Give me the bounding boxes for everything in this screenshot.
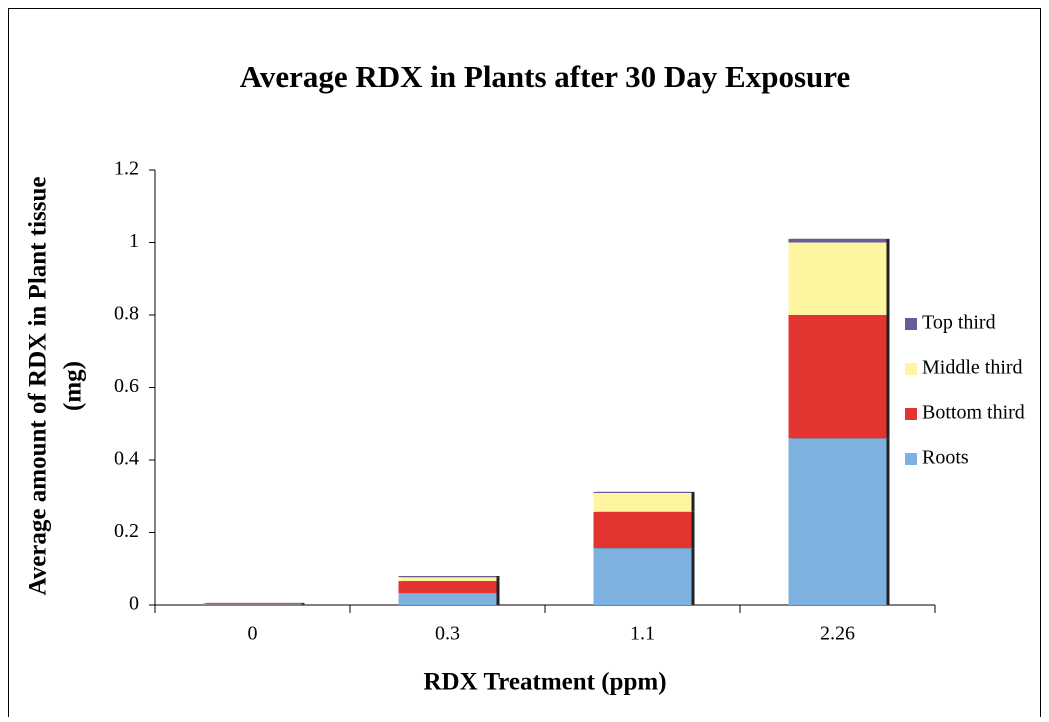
bar-segment bbox=[789, 315, 887, 438]
y-tick-label: 0.8 bbox=[114, 303, 139, 325]
legend-label: Bottom third bbox=[922, 402, 1025, 424]
legend-label: Roots bbox=[922, 447, 969, 469]
bar-segment bbox=[594, 548, 692, 605]
y-tick-label: 1 bbox=[129, 230, 139, 252]
x-tick-label: 2.26 bbox=[820, 623, 855, 645]
x-tick-label: 0.3 bbox=[435, 623, 460, 645]
y-tick-label: 0.2 bbox=[114, 520, 139, 542]
legend-swatch bbox=[905, 363, 917, 375]
legend-swatch bbox=[905, 318, 917, 330]
bar-segment bbox=[399, 576, 497, 577]
legend-label: Middle third bbox=[922, 357, 1023, 379]
x-axis-label: RDX Treatment (ppm) bbox=[423, 669, 666, 696]
y-tick-label: 0.4 bbox=[114, 448, 139, 470]
bar-segment bbox=[204, 604, 302, 605]
bar-segment bbox=[789, 243, 887, 316]
x-tick-label: 0 bbox=[248, 623, 258, 645]
bar-segment bbox=[204, 603, 302, 604]
bar-segment bbox=[399, 577, 497, 581]
chart-title: Average RDX in Plants after 30 Day Expos… bbox=[240, 59, 850, 94]
bar-segment bbox=[594, 493, 692, 512]
bar-segment bbox=[789, 438, 887, 605]
bar-segment bbox=[594, 492, 692, 493]
y-axis-label: (mg) bbox=[60, 361, 87, 411]
bar-segment bbox=[399, 593, 497, 605]
y-tick-label: 1.2 bbox=[114, 158, 139, 180]
y-tick-label: 0 bbox=[129, 593, 139, 615]
x-tick-label: 1.1 bbox=[630, 623, 655, 645]
bar-segment bbox=[789, 239, 887, 243]
legend-swatch bbox=[905, 453, 917, 465]
legend-swatch bbox=[905, 408, 917, 420]
bar-segment bbox=[399, 581, 497, 593]
bar-segment bbox=[594, 512, 692, 548]
y-tick-label: 0.6 bbox=[114, 375, 139, 397]
y-axis-label: Average amount of RDX in Plant tissue bbox=[25, 177, 52, 596]
legend-label: Top third bbox=[922, 312, 996, 334]
